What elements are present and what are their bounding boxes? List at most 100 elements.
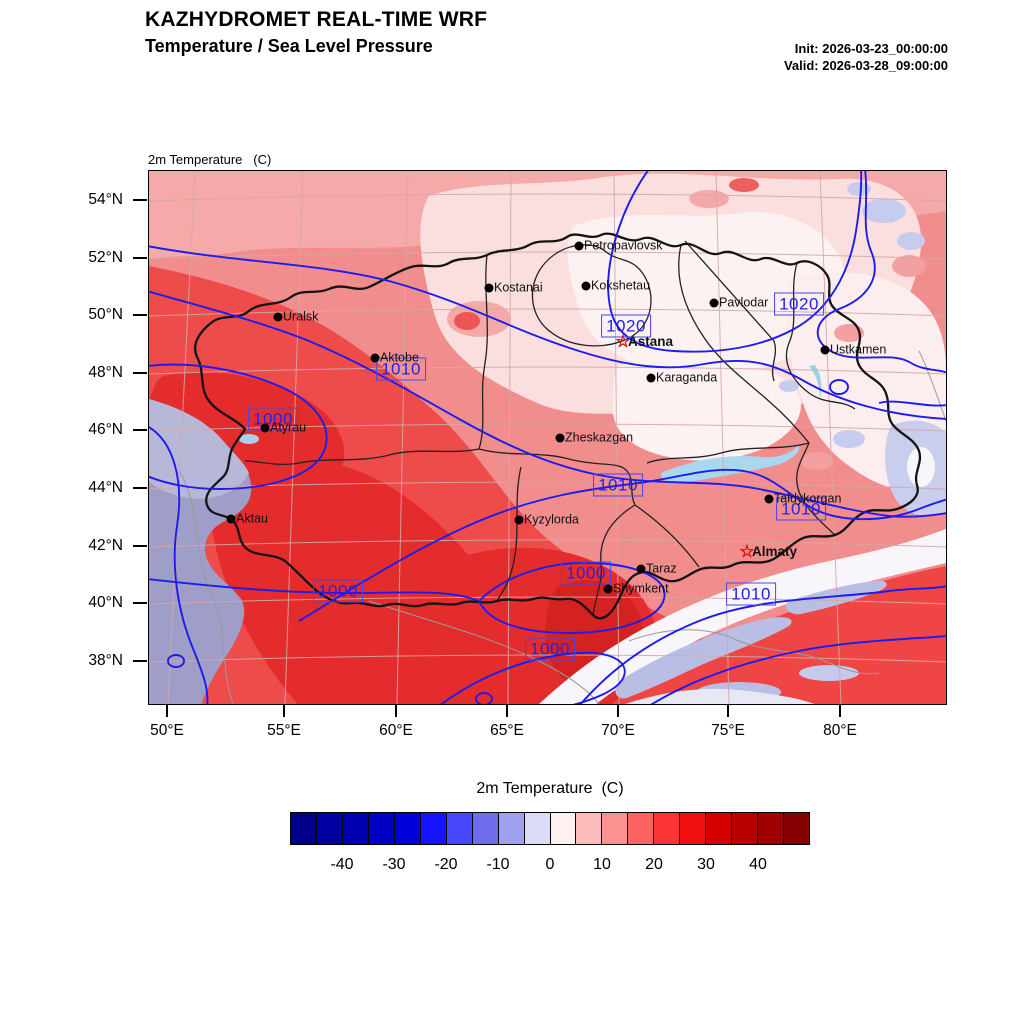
- lat-tick-1: [133, 257, 147, 259]
- lon-tick-5: [727, 704, 729, 717]
- colorbar-cell-19: [784, 813, 810, 844]
- legend-tick-0: 0: [545, 856, 555, 873]
- colorbar-cell-3: [368, 813, 395, 844]
- lon-label-4: 70°E: [601, 722, 635, 739]
- city-dot-icon-shymkent: [603, 584, 613, 594]
- colorbar-cell-6: [446, 813, 473, 844]
- lat-tick-4: [133, 429, 147, 431]
- lat-tick-3: [133, 372, 147, 374]
- lat-tick-6: [133, 545, 147, 547]
- lon-label-0: 50°E: [150, 722, 184, 739]
- colorbar-cell-10: [550, 813, 577, 844]
- lon-tick-2: [395, 704, 397, 717]
- init-time: Init: 2026-03-23_00:00:00: [794, 41, 948, 56]
- city-label-astana: Astana: [628, 333, 674, 349]
- city-dot-icon-aktobe: [370, 353, 380, 363]
- city-label-zheskazgan: Zheskazgan: [565, 430, 634, 445]
- colorbar-cell-11: [576, 813, 603, 844]
- pressure-label-4: 1010: [593, 473, 643, 497]
- legend-tick-20: 20: [645, 856, 663, 873]
- city-label-shymkent: Shymkent: [613, 581, 669, 596]
- colorbar-cell-5: [420, 813, 447, 844]
- lon-tick-3: [506, 704, 508, 717]
- colorbar-cell-14: [654, 813, 681, 844]
- legend-tick--10: -10: [486, 856, 510, 873]
- city-label-karaganda: Karaganda: [656, 370, 718, 385]
- star-icon-astana: ☆: [615, 331, 631, 351]
- lat-label-3: 48°N: [88, 364, 123, 381]
- city-label-aktau: Aktau: [236, 511, 268, 526]
- colorbar-cell-8: [498, 813, 525, 844]
- weather-map: 1020 1020 1010 1000 1010 1010 1000 1000 1010 1000…: [148, 170, 947, 705]
- city-dot-icon-petropavlovsk: [574, 241, 584, 251]
- city-dot-icon-kostanai: [484, 283, 494, 293]
- lon-label-5: 75°E: [711, 722, 745, 739]
- city-dot-icon-atyrau: [260, 423, 270, 433]
- city-label-kostanai: Kostanai: [494, 280, 543, 295]
- city-label-kyzylorda: Kyzylorda: [524, 512, 579, 527]
- city-label-atyrau: Atyrau: [270, 420, 307, 435]
- lon-label-3: 65°E: [490, 722, 524, 739]
- city-label-taldykorgan: Taldykorgan: [774, 491, 842, 506]
- legend-tick--40: -40: [330, 856, 354, 873]
- colorbar-cell-0: [291, 813, 317, 844]
- lat-label-0: 54°N: [88, 191, 123, 208]
- lat-label-5: 44°N: [88, 479, 123, 496]
- lat-tick-7: [133, 602, 147, 604]
- city-dot-icon-taldykorgan: [764, 494, 774, 504]
- city-dot-icon-aktau: [226, 514, 236, 524]
- lon-tick-6: [839, 704, 841, 717]
- lat-label-2: 50°N: [88, 306, 123, 323]
- lon-label-6: 80°E: [823, 722, 857, 739]
- colorbar-cell-13: [628, 813, 655, 844]
- lon-tick-4: [617, 704, 619, 717]
- colorbar-cell-18: [758, 813, 785, 844]
- page-subtitle: Temperature / Sea Level Pressure: [145, 36, 433, 56]
- lat-label-6: 42°N: [88, 537, 123, 554]
- pressure-label-8: 1010: [726, 582, 776, 606]
- pressure-label-0: 1020: [601, 314, 651, 338]
- city-dot-icon-kokshetau: [581, 281, 591, 291]
- city-label-aktobe: Aktobe: [380, 350, 419, 365]
- colorbar-cell-4: [394, 813, 421, 844]
- lon-tick-0: [166, 704, 168, 717]
- pressure-label-7: 1000: [561, 561, 611, 585]
- city-label-petropavlovsk: Petropavlovsk: [584, 238, 663, 253]
- lat-label-8: 38°N: [88, 652, 123, 669]
- run-times: Init: 2026-03-23_00:00:00 Valid: 2026-03…: [784, 40, 948, 74]
- lon-label-1: 55°E: [267, 722, 301, 739]
- lon-tick-1: [283, 704, 285, 717]
- city-label-ustkamen: Ustkamen: [830, 342, 887, 357]
- city-dot-icon-taraz: [636, 564, 646, 574]
- colorbar-cell-2: [342, 813, 369, 844]
- pressure-label-9: 1000: [525, 637, 575, 661]
- colorbar-cell-15: [680, 813, 707, 844]
- pressure-label-5: 1010: [776, 497, 826, 521]
- map-artwork: [149, 171, 946, 704]
- colorbar-cell-17: [732, 813, 759, 844]
- colorbar-cell-16: [706, 813, 733, 844]
- city-dot-icon-pavlodar: [709, 298, 719, 308]
- city-label-taraz: Taraz: [646, 561, 677, 576]
- city-dot-icon-karaganda: [646, 373, 656, 383]
- lat-tick-5: [133, 487, 147, 489]
- star-icon-almaty: ☆: [739, 541, 755, 561]
- city-dot-icon-kyzylorda: [514, 515, 524, 525]
- city-label-almaty: Almaty: [752, 543, 798, 559]
- legend-colorbar: [290, 812, 810, 845]
- legend-tick-30: 30: [697, 856, 715, 873]
- city-label-uralsk: Uralsk: [283, 309, 319, 324]
- city-label-kokshetau: Kokshetau: [591, 278, 651, 293]
- lat-label-1: 52°N: [88, 249, 123, 266]
- city-dot-icon-uralsk: [273, 312, 283, 322]
- field-label-temperature: 2m Temperature (C): [148, 152, 272, 167]
- page-title: KAZHYDROMET REAL-TIME WRF: [145, 8, 488, 31]
- lat-label-7: 40°N: [88, 594, 123, 611]
- legend-tick-40: 40: [749, 856, 767, 873]
- legend-tick-10: 10: [593, 856, 611, 873]
- pressure-label-6: 1000: [313, 579, 363, 603]
- lat-label-4: 46°N: [88, 421, 123, 438]
- colorbar-cell-7: [472, 813, 499, 844]
- city-label-pavlodar: Pavlodar: [719, 295, 769, 310]
